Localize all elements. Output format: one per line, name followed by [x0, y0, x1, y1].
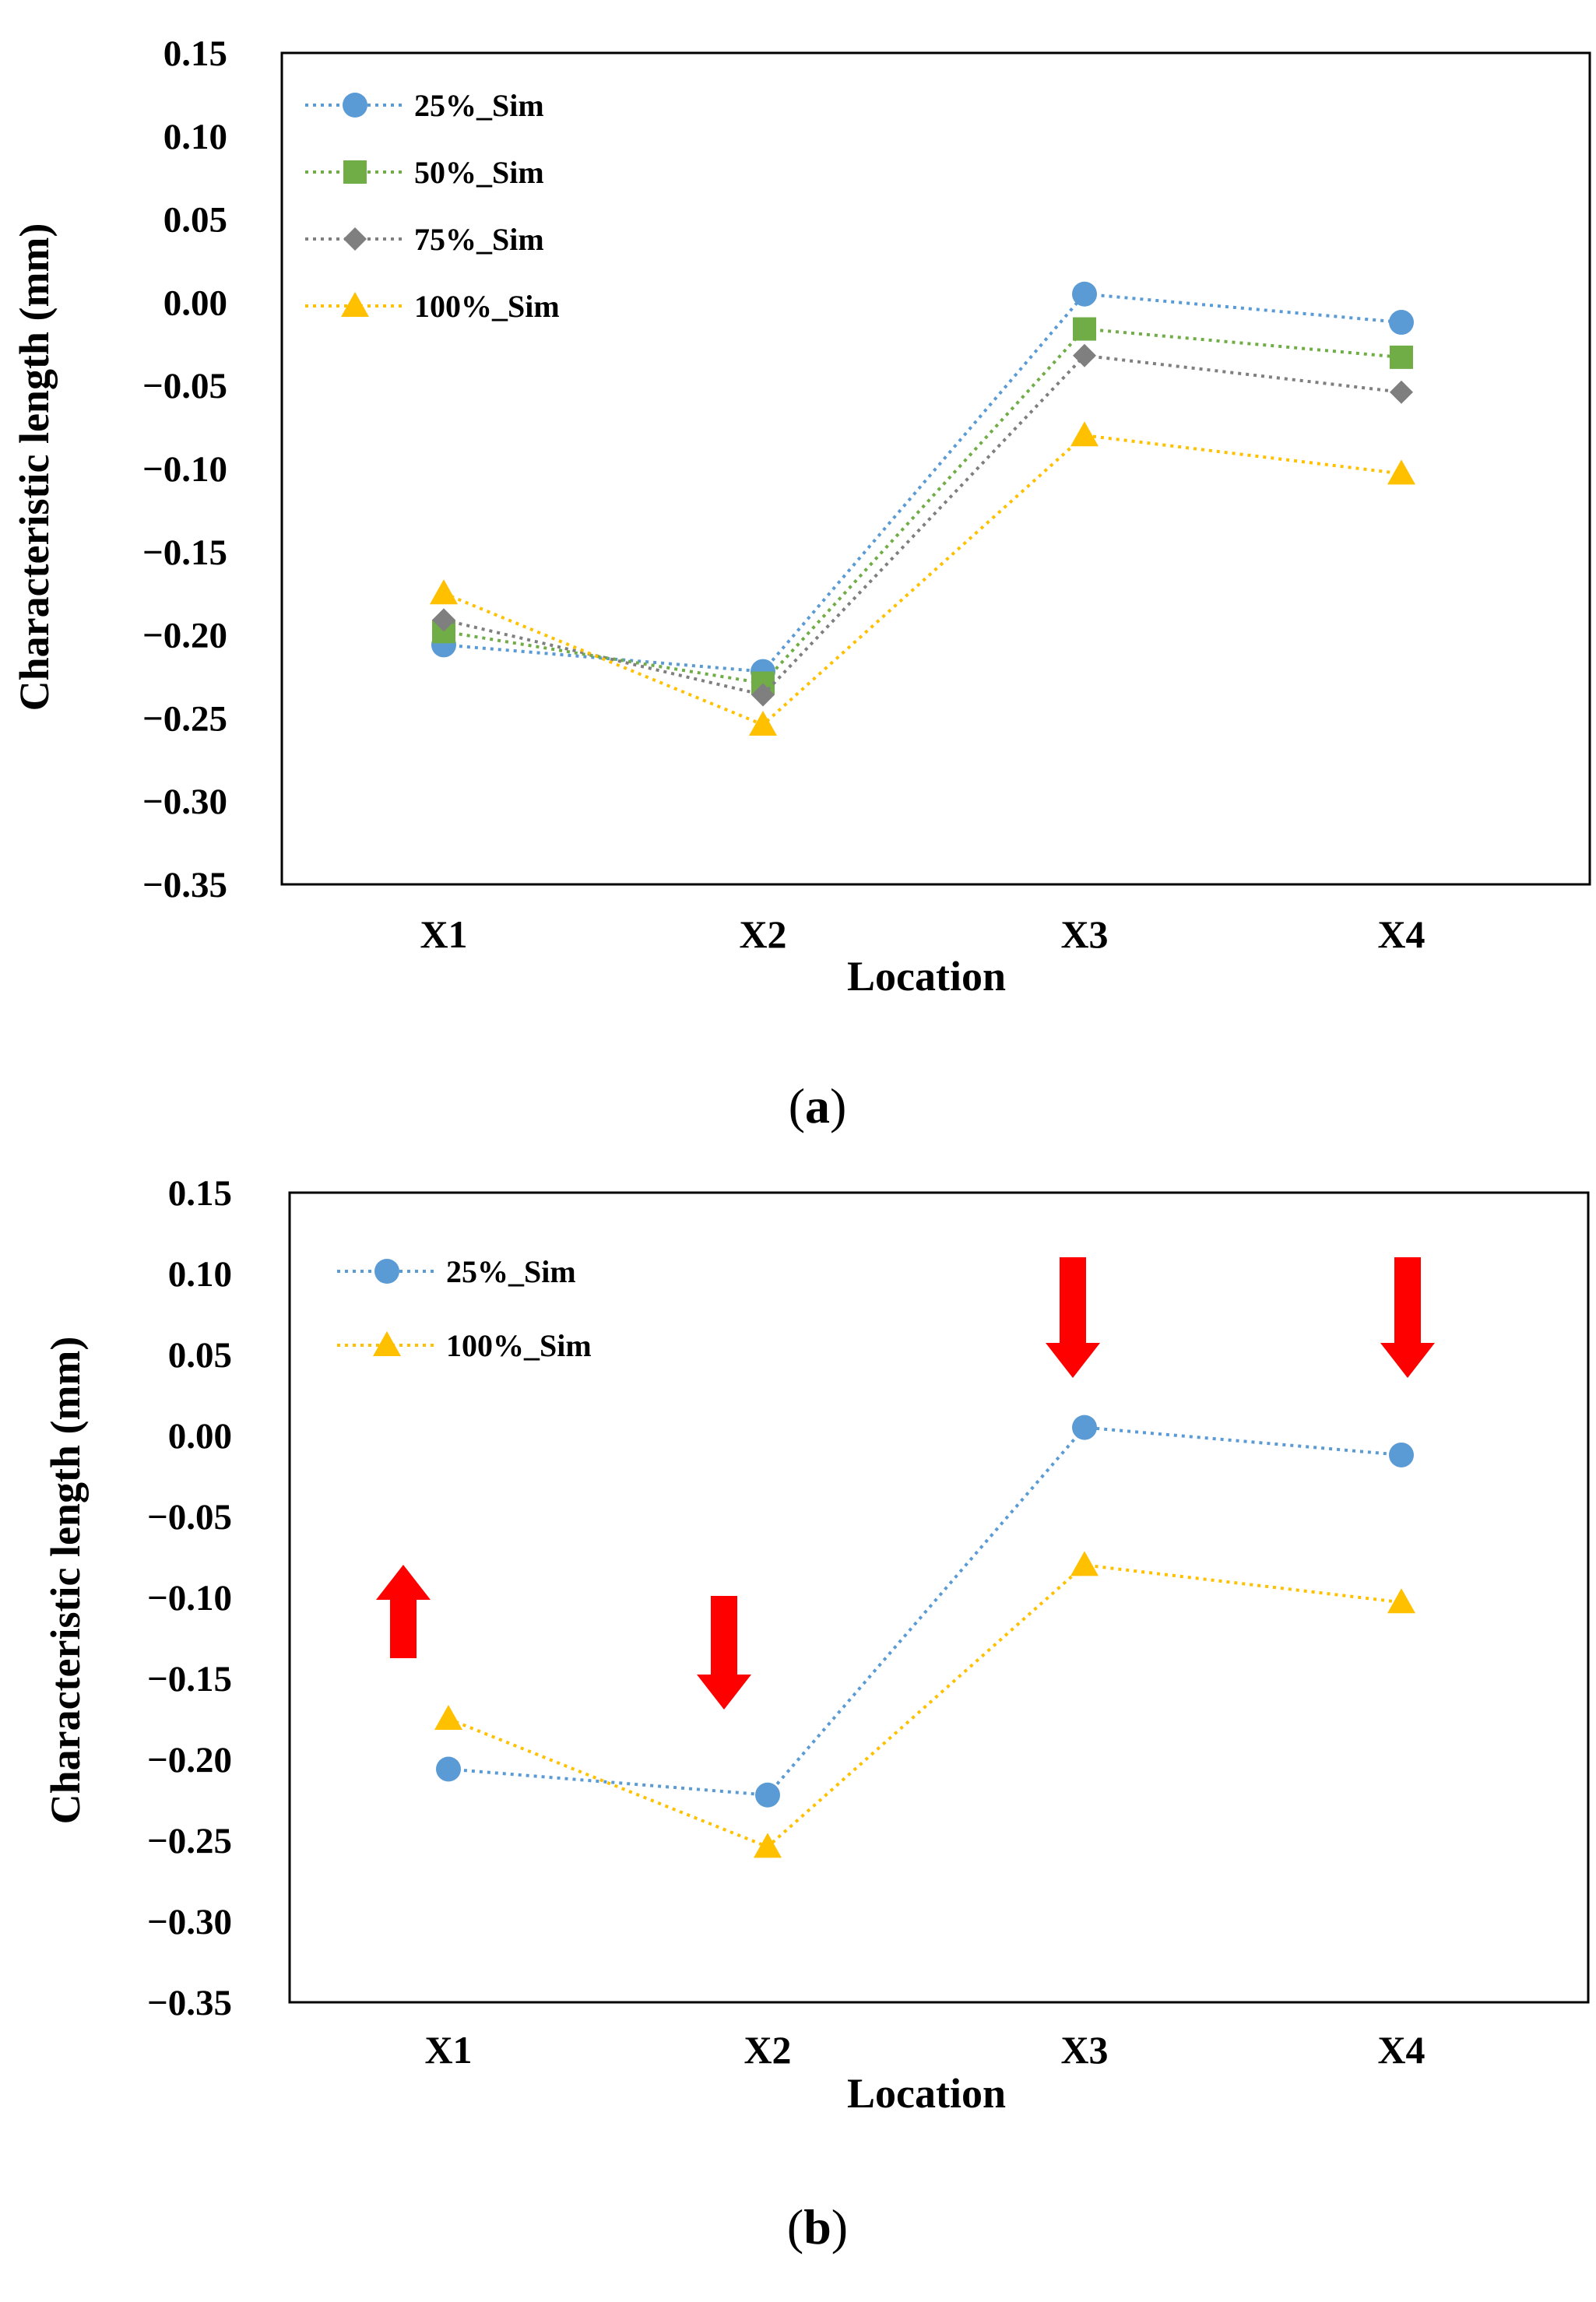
legend-marker [373, 1331, 401, 1356]
legend-entry: 25%_Sim [305, 88, 544, 123]
data-point [1390, 380, 1413, 404]
plot-area [288, 1191, 1590, 2004]
legend-label: 25%_Sim [446, 1254, 576, 1289]
y-tick-label: 0.00 [168, 1416, 232, 1457]
series-100%_Sim [430, 421, 1415, 736]
panel-caption: (b) [787, 2199, 848, 2255]
series-line [448, 1425, 1402, 1797]
x-axis-title: Location [847, 953, 1006, 1000]
series-line [443, 292, 1402, 673]
y-tick-label: 0.15 [168, 1173, 232, 1214]
data-point [430, 579, 458, 605]
chart-panel-b: 0.15 0.10 0.05 0.00 −0.05 −0.10 −0.15 −0.20 −0.2… [42, 1173, 1590, 2255]
data-point [1389, 1442, 1414, 1467]
series-line [443, 353, 1402, 697]
series-line [448, 1563, 1402, 1849]
legend-label: 75%_Sim [414, 222, 544, 257]
data-point [749, 710, 777, 736]
series-100%_Sim [434, 1551, 1415, 1858]
y-tick-label: 0.10 [163, 117, 227, 157]
legend-label: 50%_Sim [414, 155, 544, 190]
series-75%_Sim [432, 343, 1413, 707]
legend-label: 100%_Sim [446, 1328, 592, 1363]
legend-entry: 100%_Sim [337, 1328, 592, 1363]
legend-marker [343, 160, 367, 184]
y-tick-label: −0.10 [147, 1578, 232, 1618]
y-tick-label: −0.20 [147, 1740, 232, 1780]
data-point [1072, 281, 1097, 307]
red-arrow-down [1380, 1257, 1435, 1378]
series-line [443, 434, 1402, 727]
data-point [434, 1705, 462, 1730]
y-axis-title: Characteristic length (mm) [42, 1337, 89, 1825]
y-tick-label: −0.10 [142, 449, 227, 490]
y-tick-label: −0.25 [147, 1821, 232, 1861]
legend-marker [343, 227, 367, 251]
data-point [1387, 1588, 1415, 1614]
y-tick-label: 0.15 [163, 33, 227, 74]
data-point [1073, 343, 1096, 367]
x-tick-label: X2 [744, 2028, 791, 2072]
x-tick-label: X4 [1377, 2028, 1425, 2072]
legend-entry: 25%_Sim [337, 1254, 576, 1289]
data-point [432, 608, 455, 632]
legend-entry: 75%_Sim [305, 222, 544, 257]
data-point [1387, 459, 1415, 485]
x-tick-label: X3 [1060, 912, 1108, 956]
data-point [1070, 421, 1099, 447]
y-tick-label: 0.05 [163, 200, 227, 241]
red-arrow-down [1046, 1257, 1100, 1378]
data-point [751, 683, 775, 707]
data-point [755, 1782, 780, 1808]
legend-entry: 50%_Sim [305, 155, 544, 190]
legend-label: 25%_Sim [414, 88, 544, 123]
y-tick-label: −0.30 [142, 782, 227, 822]
y-tick-label: −0.30 [147, 1902, 232, 1942]
x-tick-label: X4 [1377, 912, 1425, 956]
y-tick-label: −0.35 [147, 1983, 232, 2023]
legend-label: 100%_Sim [414, 289, 560, 324]
series-25%_Sim [431, 281, 1414, 684]
y-tick-label: 0.05 [168, 1335, 232, 1376]
red-arrow-down [697, 1596, 751, 1710]
y-axis-title: Characteristic length (mm) [11, 223, 58, 712]
data-point [1390, 345, 1413, 369]
y-tick-label: 0.10 [168, 1254, 232, 1295]
y-tick-label: −0.05 [142, 366, 227, 406]
legend-marker [341, 292, 369, 317]
y-tick-label: −0.15 [147, 1659, 232, 1699]
data-point [1070, 1551, 1099, 1576]
plot-area [280, 51, 1591, 886]
legend-entry: 100%_Sim [305, 289, 560, 324]
data-point [754, 1833, 782, 1858]
y-tick-label: −0.20 [142, 616, 227, 656]
data-point [436, 1756, 461, 1782]
data-point [1073, 317, 1096, 341]
data-point [1072, 1415, 1097, 1440]
data-point [1389, 310, 1414, 336]
series-50%_Sim [432, 317, 1413, 695]
y-tick-label: −0.15 [142, 532, 227, 573]
legend-marker [343, 93, 367, 118]
x-tick-label: X1 [420, 912, 467, 956]
y-tick-label: −0.25 [142, 698, 227, 739]
series-25%_Sim [436, 1415, 1414, 1808]
x-tick-label: X2 [739, 912, 786, 956]
y-tick-label: −0.35 [142, 865, 227, 905]
x-tick-label: X3 [1060, 2028, 1108, 2072]
panel-caption: (a) [789, 1078, 847, 1133]
legend-marker [374, 1259, 399, 1284]
x-tick-label: X1 [424, 2028, 472, 2072]
red-arrow-up [376, 1565, 431, 1658]
y-tick-label: 0.00 [163, 283, 227, 323]
y-tick-label: −0.05 [147, 1497, 232, 1538]
x-axis-title: Location [847, 2070, 1006, 2117]
chart-panel-a: 0.15 0.10 0.05 0.00 −0.05 −0.10 −0.15 −0.20 −0.2… [11, 33, 1591, 1133]
series-line [443, 327, 1402, 685]
